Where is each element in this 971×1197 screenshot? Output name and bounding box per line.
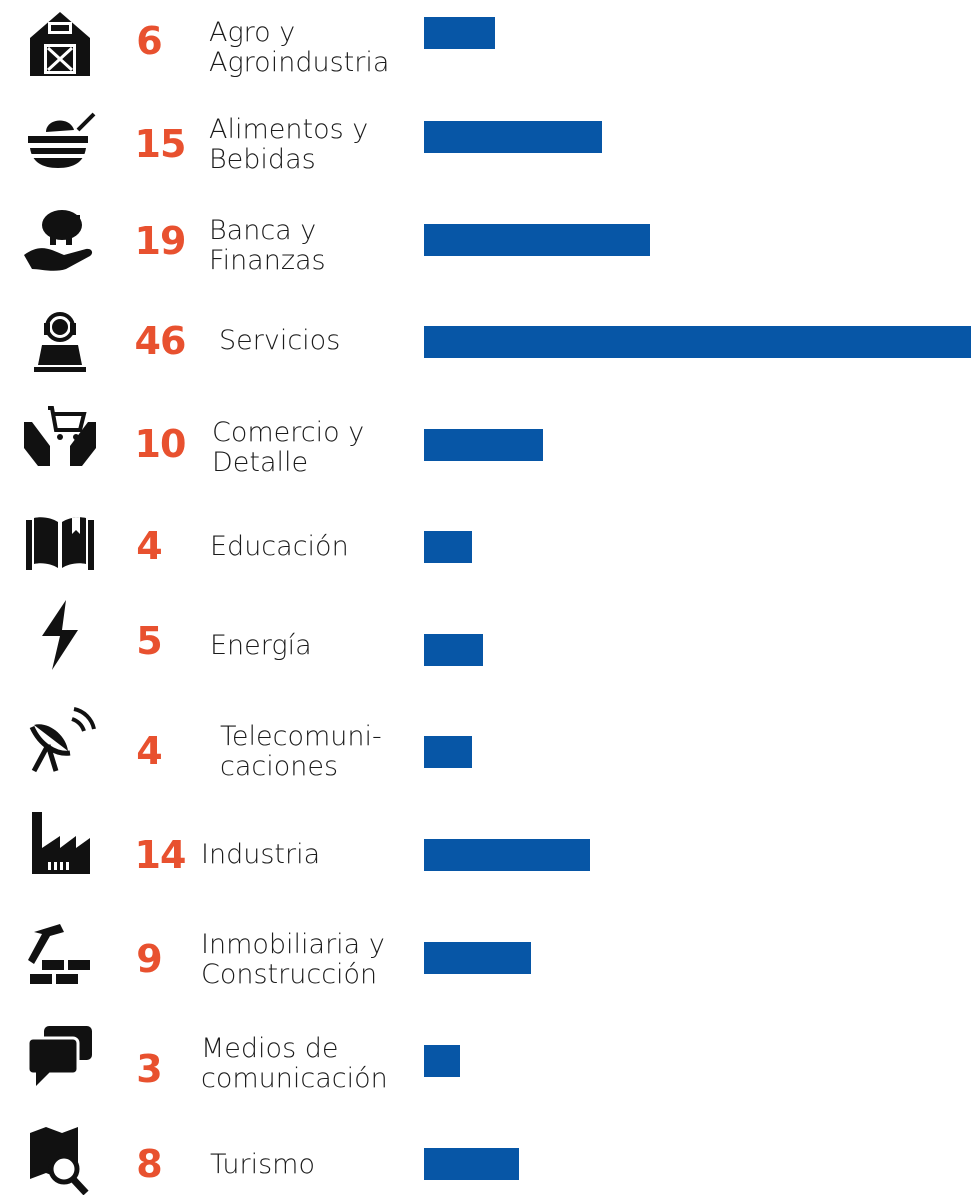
factory-icon	[20, 808, 100, 878]
bar	[424, 121, 602, 153]
bar	[424, 429, 543, 461]
data-label-value: 19	[134, 219, 187, 263]
data-label-value: 10	[134, 422, 187, 466]
data-label-value: 4	[136, 524, 162, 568]
bar	[424, 224, 650, 256]
data-label-value: 9	[136, 937, 162, 981]
piggy-bank-hand-icon	[20, 203, 100, 273]
cart-hands-icon	[20, 400, 100, 470]
lightning-icon	[20, 600, 100, 670]
category-label: Banca y Finanzas	[209, 215, 326, 276]
category-label: Alimentos y Bebidas	[209, 114, 369, 175]
customer-service-icon	[20, 305, 100, 375]
data-label-value: 15	[134, 122, 187, 166]
category-label: Industria	[201, 839, 321, 870]
data-label-value: 46	[134, 319, 187, 363]
data-label-value: 6	[136, 19, 162, 63]
chat-bubbles-icon	[20, 1022, 100, 1092]
bar	[424, 634, 483, 666]
data-label-value: 4	[136, 729, 162, 773]
category-label: Educación	[210, 531, 349, 562]
data-label-value: 5	[136, 619, 162, 663]
bar	[424, 1148, 519, 1180]
bar	[424, 736, 472, 768]
category-label: Comercio y Detalle	[212, 417, 365, 478]
category-label: Energía	[210, 630, 312, 661]
category-label: Agro y Agroindustria	[209, 17, 390, 78]
satellite-dish-icon	[20, 705, 100, 775]
map-search-icon	[20, 1125, 100, 1195]
category-label: Medios de comunicación	[201, 1033, 388, 1094]
data-label-value: 8	[136, 1142, 162, 1186]
category-label: Telecomuni- caciones	[220, 721, 382, 782]
category-label: Turismo	[210, 1149, 315, 1180]
bar	[424, 942, 531, 974]
bar	[424, 17, 495, 49]
hammer-bricks-icon	[20, 918, 100, 988]
food-bowl-icon	[20, 108, 100, 178]
data-label-value: 14	[134, 833, 187, 877]
barn-icon	[20, 8, 100, 78]
bar	[424, 839, 590, 871]
category-label: Inmobiliaria y Construcción	[201, 929, 385, 990]
bar	[424, 326, 971, 358]
bar	[424, 531, 472, 563]
bar	[424, 1045, 460, 1077]
data-label-value: 3	[136, 1047, 162, 1091]
book-icon	[20, 508, 100, 578]
category-label: Servicios	[219, 325, 341, 356]
